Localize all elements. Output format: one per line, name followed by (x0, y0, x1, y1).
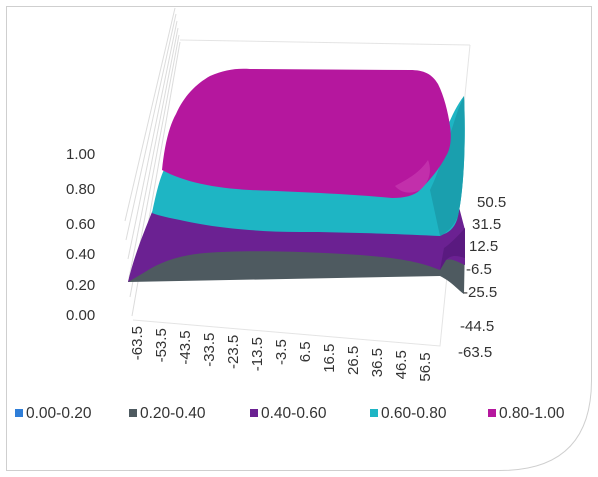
legend-item[interactable]: 0.60-0.80 (370, 405, 447, 422)
x-tick-label: -23.5 (225, 335, 242, 369)
legend-label: 0.60-0.80 (381, 405, 447, 422)
x-tick-label: -33.5 (201, 333, 218, 367)
legend-item[interactable]: 0.80-1.00 (488, 405, 565, 422)
x-tick-label: -3.5 (273, 339, 290, 365)
z-tick-label: 0.20 (66, 277, 95, 294)
surface-band-0-60-0-80-right (430, 96, 465, 236)
legend-label: 0.40-0.60 (261, 405, 327, 422)
legend-item[interactable]: 0.00-0.20 (15, 405, 92, 422)
x-tick-label: 46.5 (393, 350, 410, 379)
legend-swatch (129, 409, 137, 417)
x-tick-label: 6.5 (297, 341, 314, 362)
x-tick-label: -13.5 (249, 337, 266, 371)
y-tick-label: -25.5 (463, 284, 497, 301)
legend-swatch (250, 409, 258, 417)
z-tick-label: 0.60 (66, 216, 95, 233)
z-grid-line (127, 20, 178, 260)
legend: 0.00-0.20 0.20-0.40 0.40-0.60 0.60-0.80 0.80… (15, 405, 565, 422)
surface-plot (128, 68, 465, 294)
z-tick-label: 0.00 (66, 307, 95, 324)
x-tick-label: 26.5 (345, 346, 362, 375)
y-tick-label: 31.5 (472, 216, 501, 233)
x-tick-label: -53.5 (153, 328, 170, 362)
z-axis: 0.00 0.20 0.40 0.60 0.80 1.00 (66, 146, 95, 324)
y-axis: 50.5 31.5 12.5 -6.5 -25.5 -44.5 -63.5 (458, 194, 506, 361)
z-tick-label: 0.80 (66, 181, 95, 198)
surface-highlight (395, 160, 430, 193)
legend-swatch (15, 409, 23, 417)
legend-label: 0.80-1.00 (499, 405, 565, 422)
x-tick-label: 16.5 (321, 344, 338, 373)
y-tick-label: -6.5 (466, 261, 492, 278)
legend-item[interactable]: 0.40-0.60 (250, 405, 327, 422)
surface-band-0-80-1-00 (162, 68, 451, 198)
frame-border (6, 6, 592, 471)
y-tick-label: 12.5 (469, 238, 498, 255)
z-grid-line (128, 27, 179, 279)
y-tick-label: -44.5 (460, 318, 494, 335)
x-tick-label: -63.5 (129, 326, 146, 360)
x-tick-label: -43.5 (177, 330, 194, 364)
legend-item[interactable]: 0.20-0.40 (129, 405, 206, 422)
legend-label: 0.00-0.20 (26, 405, 92, 422)
x-tick-label: 36.5 (369, 348, 386, 377)
y-tick-label: 50.5 (477, 194, 506, 211)
z-grid-line (125, 13, 177, 241)
surface-band-0-40-0-60-right (440, 228, 465, 270)
z-tick-label: 0.40 (66, 246, 95, 263)
legend-label: 0.20-0.40 (140, 405, 206, 422)
y-tick-label: -63.5 (458, 344, 492, 361)
x-axis: -63.5 -53.5 -43.5 -33.5 -23.5 -13.5 -3.5 6.5 16.… (129, 326, 434, 382)
z-tick-label: 1.00 (66, 146, 95, 163)
legend-swatch (370, 409, 378, 417)
x-tick-label: 56.5 (417, 352, 434, 381)
legend-swatch (488, 409, 496, 417)
z-grid-line (124, 7, 176, 222)
